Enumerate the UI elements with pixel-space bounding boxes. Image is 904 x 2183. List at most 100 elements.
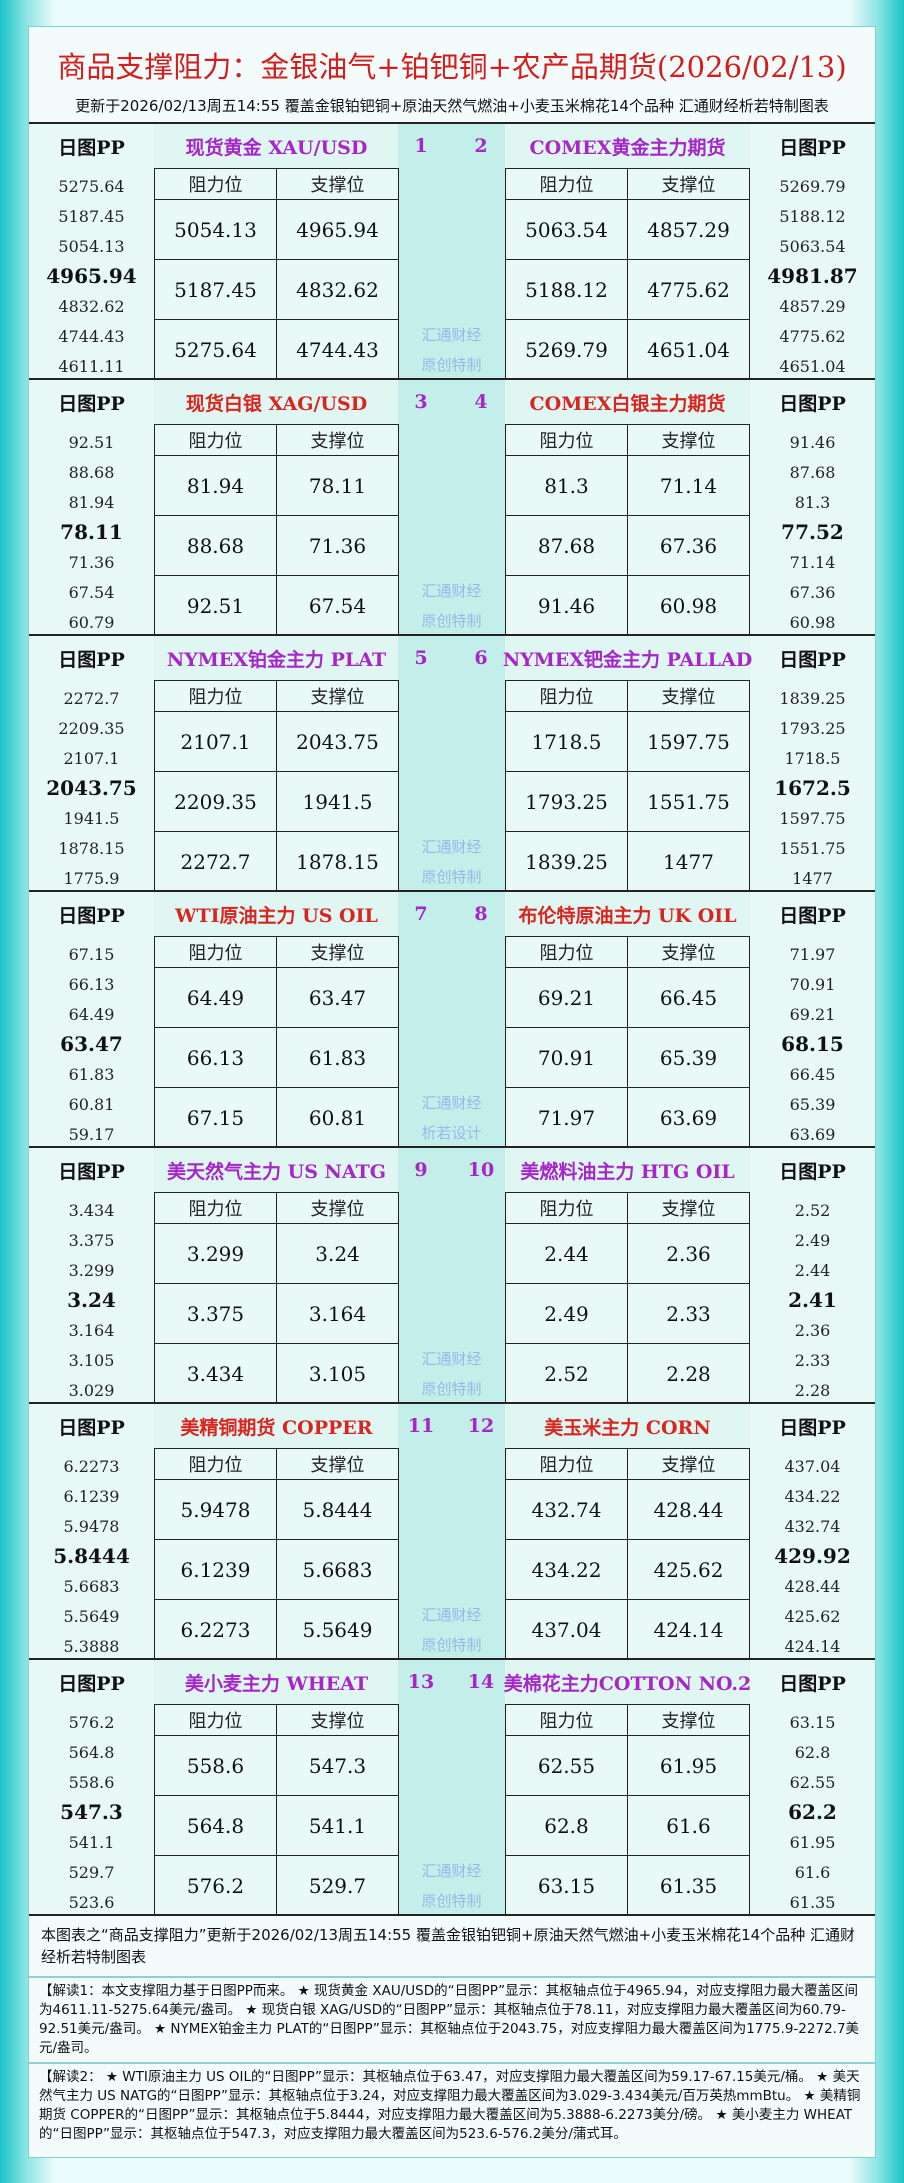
level-cell: 66.45 xyxy=(627,967,750,1028)
level-cell: 63.15 xyxy=(505,1855,628,1916)
level-cell: 4832.62 xyxy=(276,259,399,320)
pp-value: 81.94 xyxy=(68,492,115,512)
title: 商品支撑阻力：金银油气+铂钯铜+农产品期货(2026/02/13) xyxy=(57,50,847,84)
column-header: 支撑位 xyxy=(627,1704,750,1736)
pp-value: 1878.15 xyxy=(58,838,125,858)
level-cell: 437.04 xyxy=(505,1599,628,1660)
block-number: 11 xyxy=(407,1415,435,1437)
block-number: 10 xyxy=(467,1159,495,1181)
level-cell: 64.49 xyxy=(154,967,277,1028)
pp-value: 523.6 xyxy=(68,1892,115,1912)
level-cell: 60.98 xyxy=(627,575,750,636)
pp-value: 60.81 xyxy=(68,1094,115,1114)
pp-column xyxy=(29,1148,154,1404)
middle-column xyxy=(398,1660,505,1916)
pp-value: 428.44 xyxy=(784,1576,841,1596)
watermark: 汇通财经 xyxy=(421,837,482,856)
column-header: 阻力位 xyxy=(505,168,628,200)
pp-value: 71.97 xyxy=(789,944,836,964)
pp-value: 6.2273 xyxy=(63,1456,120,1476)
commodity-block: 日图PP 576.2 564.8 558.6 547.3 541.1 529.7 523.6 美… xyxy=(29,1658,875,1916)
middle-column xyxy=(398,892,505,1148)
pp-value: 424.14 xyxy=(784,1636,841,1656)
pp-title: 日图PP xyxy=(58,392,125,415)
pp-value: 4775.62 xyxy=(779,326,846,346)
level-cell: 1839.25 xyxy=(505,831,628,892)
level-cell: 3.164 xyxy=(276,1283,399,1344)
pp-value: 63.15 xyxy=(789,1712,836,1732)
level-cell: 62.8 xyxy=(505,1795,628,1856)
level-cell: 67.15 xyxy=(154,1087,277,1148)
pp-value: 1718.5 xyxy=(784,748,841,768)
pp-value: 425.62 xyxy=(784,1606,841,1626)
pp-value: 2272.7 xyxy=(63,688,120,708)
level-cell: 576.2 xyxy=(154,1855,277,1916)
pp-value: 4857.29 xyxy=(779,296,846,316)
level-cell: 2107.1 xyxy=(154,711,277,772)
level-cell: 5.8444 xyxy=(276,1479,399,1540)
level-cell: 434.22 xyxy=(505,1539,628,1600)
commodity-block: 日图PP 5275.64 5187.45 5054.13 4965.94 4832.62 4… xyxy=(29,122,875,380)
pp-value: 6.1239 xyxy=(63,1486,120,1506)
pp-value: 3.105 xyxy=(68,1350,115,1370)
pp-value: 547.3 xyxy=(60,1800,123,1824)
pp-title: 日图PP xyxy=(779,648,846,671)
pp-value: 63.47 xyxy=(60,1032,123,1056)
pp-value: 564.8 xyxy=(68,1742,115,1762)
level-cell: 71.97 xyxy=(505,1087,628,1148)
block-number: 2 xyxy=(474,135,488,157)
level-cell: 6.1239 xyxy=(154,1539,277,1600)
block-number: 6 xyxy=(474,647,488,669)
note: 【解读1：本文支撑阻力基于日图PP而来。 ★ 现货黄金 XAU/USD的“日图P… xyxy=(29,1976,875,2062)
pp-value: 1793.25 xyxy=(779,718,846,738)
watermark: 原创特制 xyxy=(421,1635,482,1654)
pp-value: 1477 xyxy=(792,868,833,888)
pp-value: 67.15 xyxy=(68,944,115,964)
watermark: 析若设计 xyxy=(421,1123,482,1142)
column-header: 阻力位 xyxy=(505,680,628,712)
level-cell: 5269.79 xyxy=(505,319,628,380)
instrument-name: NYMEX钯金主力 PALLAD xyxy=(502,648,753,671)
column-header: 阻力位 xyxy=(505,1704,628,1736)
pp-column xyxy=(29,892,154,1148)
instrument-name: 现货白银 XAG/USD xyxy=(185,392,368,415)
level-cell: 529.7 xyxy=(276,1855,399,1916)
column-header: 支撑位 xyxy=(276,1448,399,1480)
column-header: 支撑位 xyxy=(627,1192,750,1224)
block-number: 14 xyxy=(467,1671,495,1693)
pp-value: 4611.11 xyxy=(58,356,125,376)
column-header: 阻力位 xyxy=(505,1192,628,1224)
pp-column xyxy=(29,1660,154,1916)
pp-title: 日图PP xyxy=(58,1160,125,1183)
column-header: 支撑位 xyxy=(627,936,750,968)
column-header: 支撑位 xyxy=(276,680,399,712)
instrument-name: 布伦特原油主力 UK OIL xyxy=(518,904,737,927)
level-cell: 71.36 xyxy=(276,515,399,576)
column-header: 阻力位 xyxy=(154,680,277,712)
level-cell: 61.35 xyxy=(627,1855,750,1916)
level-cell: 87.68 xyxy=(505,515,628,576)
middle-column xyxy=(398,1148,505,1404)
middle-column xyxy=(398,636,505,892)
level-cell: 5054.13 xyxy=(154,199,277,260)
watermark: 原创特制 xyxy=(421,867,482,886)
level-cell: 6.2273 xyxy=(154,1599,277,1660)
level-cell: 5187.45 xyxy=(154,259,277,320)
subtitle: 更新于2026/02/13周五14:55 覆盖金银铂钯铜+原油天然气燃油+小麦玉… xyxy=(75,96,829,115)
pp-value: 61.83 xyxy=(68,1064,115,1084)
middle-column xyxy=(398,380,505,636)
level-cell: 1597.75 xyxy=(627,711,750,772)
instrument-name: COMEX白银主力期货 xyxy=(529,392,726,415)
pp-value: 2.33 xyxy=(794,1350,831,1370)
level-cell: 5.5649 xyxy=(276,1599,399,1660)
pp-value: 2.44 xyxy=(794,1260,831,1280)
chart-panel: 商品支撑阻力：金银油气+铂钯铜+农产品期货(2026/02/13) 更新于202… xyxy=(28,26,876,2158)
pp-value: 2043.75 xyxy=(46,776,137,800)
pp-title: 日图PP xyxy=(779,136,846,159)
pp-value: 64.49 xyxy=(68,1004,115,1024)
pp-value: 5063.54 xyxy=(779,236,846,256)
level-cell: 1477 xyxy=(627,831,750,892)
pp-value: 59.17 xyxy=(68,1124,115,1144)
watermark: 原创特制 xyxy=(421,611,482,630)
level-cell: 547.3 xyxy=(276,1735,399,1796)
